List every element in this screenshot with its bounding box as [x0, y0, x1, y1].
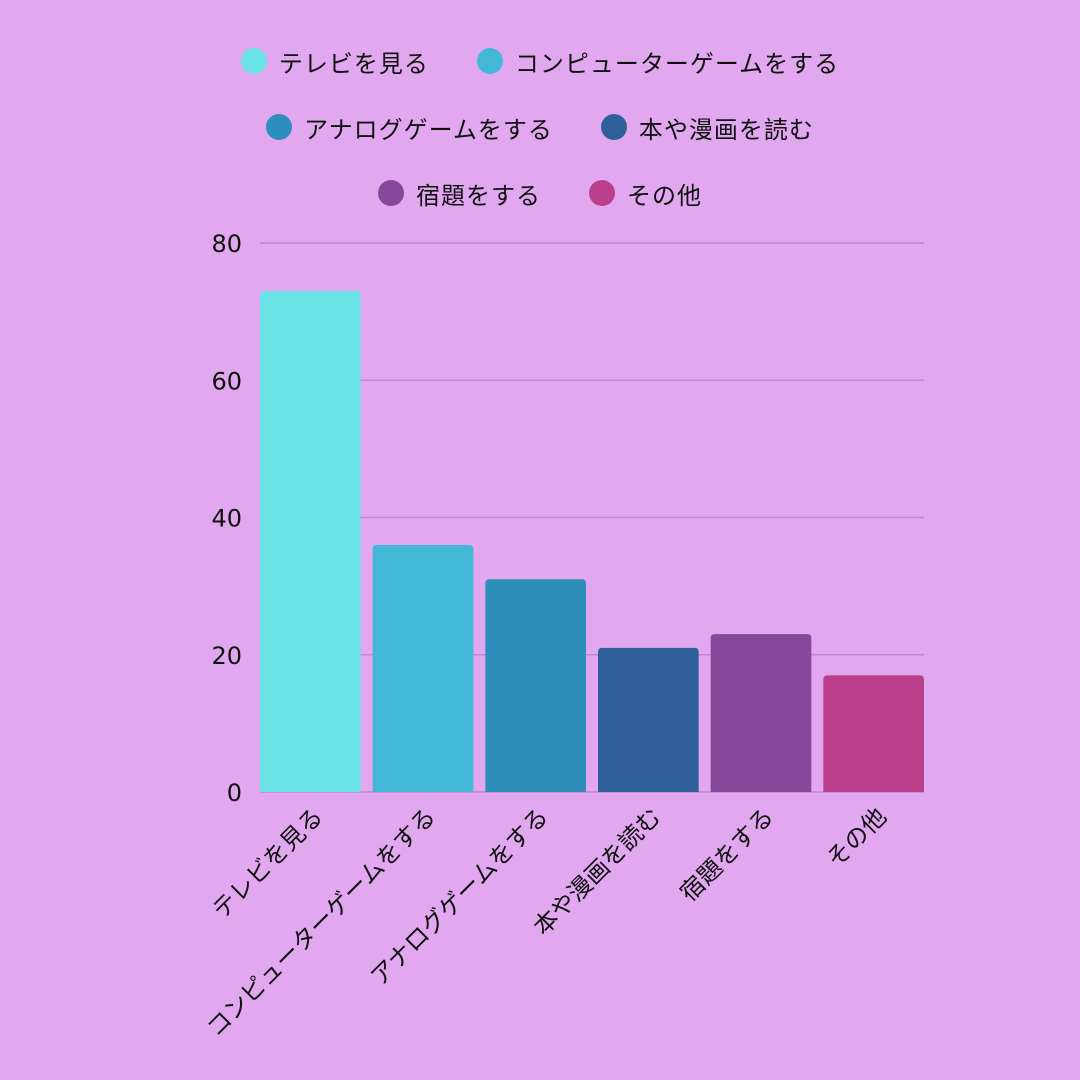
legend-label: 宿題をする	[416, 181, 541, 210]
bar[interactable]	[485, 579, 586, 792]
y-tick-label: 60	[211, 367, 242, 395]
legend-label: 本や漫画を読む	[638, 115, 814, 144]
legend-swatch	[378, 180, 404, 206]
chart-legend: テレビを見る コンピューターゲームをするアナログゲームをする 本や漫画を読む宿題をす…	[0, 40, 1080, 214]
legend-label: テレビを見る	[278, 49, 429, 78]
bar[interactable]	[598, 647, 699, 792]
legend-swatch	[476, 48, 503, 74]
y-axis: 0 20 40 60 80	[211, 230, 242, 807]
legend-item[interactable]: テレビを見る	[240, 40, 429, 82]
legend-label: コンピューターゲームをする	[514, 49, 840, 78]
legend-label: その他	[627, 181, 702, 210]
x-tick-label: その他	[821, 802, 892, 873]
y-tick-label: 0	[227, 779, 242, 807]
bars	[260, 291, 924, 792]
y-tick-label: 20	[211, 642, 242, 670]
legend-item[interactable]: 宿題をする	[378, 172, 541, 214]
legend-row: テレビを見る コンピューターゲームをする	[0, 40, 1080, 82]
gridlines	[260, 242, 924, 793]
legend-swatch	[266, 114, 293, 140]
x-tick-label: テレビを見る	[207, 802, 329, 924]
legend-swatch	[589, 180, 615, 206]
bar[interactable]	[823, 675, 924, 792]
y-tick-label: 40	[211, 505, 242, 533]
legend-item[interactable]: 本や漫画を読む	[600, 106, 814, 148]
y-tick-label: 80	[211, 230, 242, 258]
bar[interactable]	[372, 544, 474, 792]
legend-row: 宿題をする その他	[0, 172, 1080, 214]
legend-item[interactable]: アナログゲームをする	[266, 106, 553, 148]
legend-item[interactable]: コンピューターゲームをする	[476, 40, 840, 82]
bar[interactable]	[710, 634, 812, 792]
x-tick-label: コンピューターゲームをする	[201, 802, 441, 1042]
legend-item[interactable]: その他	[589, 172, 702, 214]
bar[interactable]	[260, 291, 361, 792]
legend-label: アナログゲームをする	[304, 115, 553, 144]
legend-swatch	[240, 48, 267, 74]
legend-row: アナログゲームをする 本や漫画を読む	[0, 106, 1080, 148]
legend-swatch	[600, 114, 627, 140]
x-tick-label: 宿題をする	[675, 802, 780, 907]
